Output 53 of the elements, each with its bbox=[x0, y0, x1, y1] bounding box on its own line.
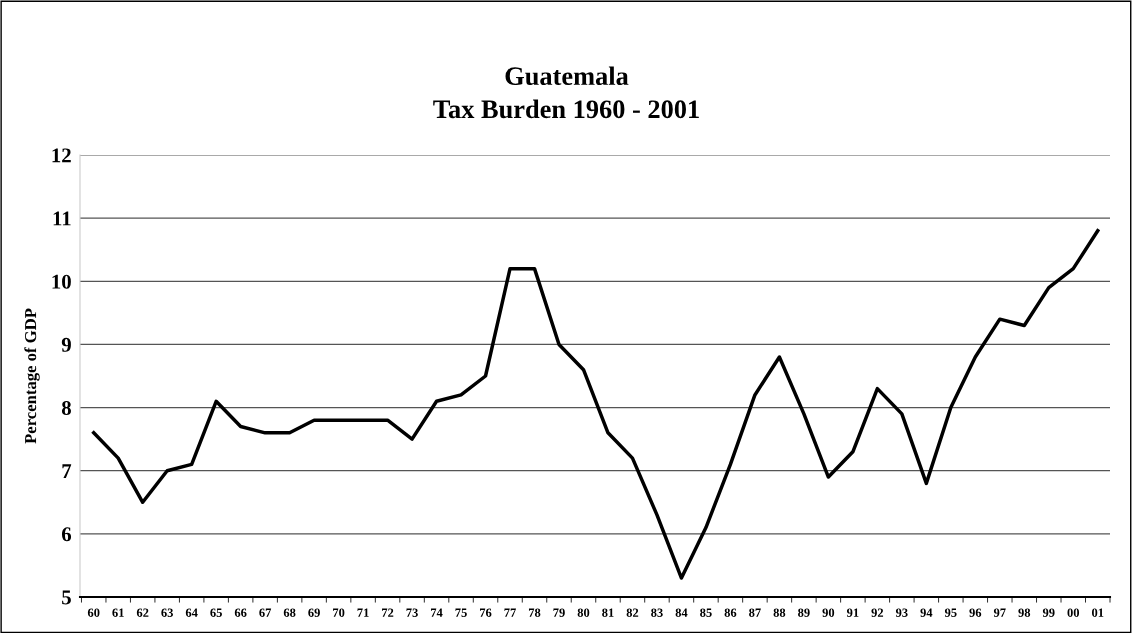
x-tick-label: 66 bbox=[234, 608, 247, 617]
x-tick-label: 63 bbox=[161, 608, 173, 617]
x-tick-label: 93 bbox=[895, 608, 908, 617]
x-tick-label: 77 bbox=[504, 608, 516, 617]
x-tick-label: 71 bbox=[357, 608, 369, 617]
x-tick-label: 78 bbox=[528, 608, 541, 617]
x-tick-label: 00 bbox=[1067, 608, 1080, 617]
x-tick-label: 64 bbox=[185, 608, 198, 617]
x-tick-label: 82 bbox=[626, 608, 639, 617]
x-tick-label: 76 bbox=[480, 608, 492, 617]
x-tick-label: 98 bbox=[1018, 608, 1031, 617]
x-tick-label: 86 bbox=[724, 608, 737, 617]
x-tick-label: 01 bbox=[1091, 608, 1104, 617]
x-tick-label: 80 bbox=[577, 608, 590, 617]
x-tick-label: 74 bbox=[431, 608, 443, 617]
x-tick-label: 99 bbox=[1042, 608, 1055, 617]
y-tick-label: 8 bbox=[61, 400, 71, 415]
y-tick-label: 9 bbox=[61, 337, 71, 352]
chart-title: Guatemala Tax Burden 1960 - 2001 bbox=[433, 66, 699, 119]
line-series bbox=[91, 229, 1100, 580]
x-tick-label: 89 bbox=[798, 608, 810, 617]
y-tick-label: 7 bbox=[62, 464, 72, 478]
x-tick-label: 97 bbox=[993, 608, 1006, 617]
x-tick-label: 72 bbox=[382, 608, 394, 617]
x-tick-label: 68 bbox=[283, 608, 296, 617]
x-tick-label: 79 bbox=[553, 608, 565, 617]
x-tick-label: 70 bbox=[333, 608, 345, 617]
x-tick-label: 94 bbox=[920, 608, 933, 617]
x-tick-label: 65 bbox=[210, 608, 222, 617]
x-tick-label: 67 bbox=[259, 608, 272, 617]
x-tick-label: 91 bbox=[846, 608, 859, 617]
y-tick-label: 11 bbox=[53, 211, 71, 226]
x-tick-label: 69 bbox=[308, 608, 320, 617]
x-tick-label: 96 bbox=[969, 608, 982, 617]
x-tick-label: 84 bbox=[675, 608, 688, 617]
y-axis-title: Percentage of GDP bbox=[24, 308, 40, 444]
x-tick-label: 62 bbox=[136, 608, 149, 617]
x-tick-label: 75 bbox=[455, 608, 467, 617]
x-tick-label: 73 bbox=[406, 608, 418, 617]
x-tick-label: 83 bbox=[651, 608, 663, 617]
y-tick-label: 6 bbox=[61, 527, 72, 542]
x-tick-label: 81 bbox=[602, 608, 614, 617]
x-tick-label: 87 bbox=[749, 608, 761, 617]
y-tick-label: 5 bbox=[62, 590, 71, 605]
y-tick-label: 10 bbox=[52, 274, 71, 289]
x-tick-label: 92 bbox=[871, 608, 884, 617]
x-tick-label: 95 bbox=[944, 608, 957, 617]
x-tick-label: 60 bbox=[87, 608, 100, 617]
x-tick-label: 85 bbox=[700, 608, 712, 617]
x-tick-label: 88 bbox=[773, 608, 786, 617]
x-tick-label: 90 bbox=[822, 608, 835, 617]
x-tick-label: 61 bbox=[112, 608, 124, 617]
y-tick-label: 12 bbox=[52, 148, 71, 163]
